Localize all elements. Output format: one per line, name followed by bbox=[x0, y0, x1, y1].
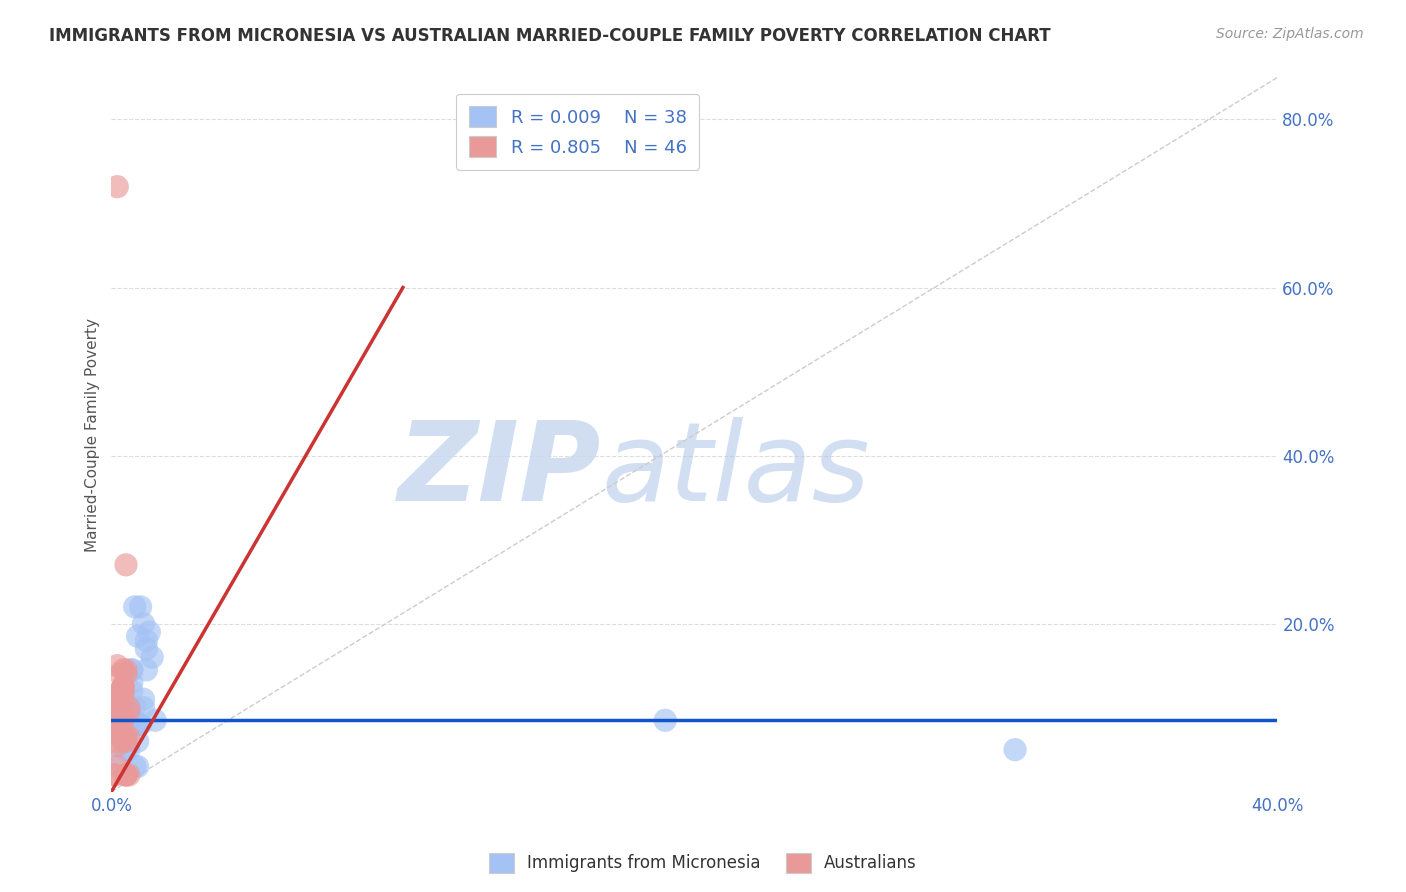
Legend: R = 0.009    N = 38, R = 0.805    N = 46: R = 0.009 N = 38, R = 0.805 N = 46 bbox=[457, 94, 699, 169]
Point bbox=[121, 663, 143, 677]
Point bbox=[115, 768, 138, 782]
Point bbox=[124, 759, 146, 773]
Point bbox=[115, 713, 138, 727]
Point bbox=[112, 680, 135, 694]
Point bbox=[108, 667, 131, 681]
Point bbox=[112, 684, 135, 698]
Point bbox=[105, 658, 128, 673]
Point bbox=[118, 742, 141, 756]
Point bbox=[115, 667, 138, 681]
Point bbox=[108, 751, 131, 765]
Point bbox=[115, 768, 138, 782]
Point bbox=[105, 688, 128, 702]
Point bbox=[118, 730, 141, 744]
Point bbox=[127, 717, 149, 731]
Point bbox=[132, 700, 155, 714]
Point bbox=[129, 599, 152, 614]
Y-axis label: Married-Couple Family Poverty: Married-Couple Family Poverty bbox=[86, 318, 100, 551]
Point bbox=[138, 625, 160, 640]
Point bbox=[105, 717, 128, 731]
Point bbox=[115, 700, 138, 714]
Point bbox=[112, 713, 135, 727]
Point bbox=[115, 713, 138, 727]
Text: atlas: atlas bbox=[602, 417, 870, 524]
Point bbox=[121, 663, 143, 677]
Point bbox=[105, 713, 128, 727]
Point bbox=[132, 692, 155, 706]
Point bbox=[108, 697, 131, 711]
Point bbox=[108, 713, 131, 727]
Text: IMMIGRANTS FROM MICRONESIA VS AUSTRALIAN MARRIED-COUPLE FAMILY POVERTY CORRELATI: IMMIGRANTS FROM MICRONESIA VS AUSTRALIAN… bbox=[49, 27, 1050, 45]
Point bbox=[127, 734, 149, 748]
Point bbox=[108, 726, 131, 740]
Point bbox=[132, 616, 155, 631]
Point bbox=[135, 663, 157, 677]
Point bbox=[108, 688, 131, 702]
Point bbox=[112, 734, 135, 748]
Point bbox=[112, 684, 135, 698]
Point bbox=[121, 684, 143, 698]
Point bbox=[124, 599, 146, 614]
Point bbox=[118, 705, 141, 719]
Point bbox=[112, 688, 135, 702]
Point bbox=[135, 641, 157, 656]
Point bbox=[127, 629, 149, 643]
Point bbox=[115, 730, 138, 744]
Point bbox=[108, 709, 131, 723]
Point bbox=[108, 713, 131, 727]
Point bbox=[105, 759, 128, 773]
Point bbox=[112, 713, 135, 727]
Point bbox=[115, 734, 138, 748]
Point bbox=[108, 705, 131, 719]
Point bbox=[118, 700, 141, 714]
Point bbox=[143, 713, 166, 727]
Point bbox=[108, 722, 131, 736]
Point bbox=[112, 709, 135, 723]
Point bbox=[118, 700, 141, 714]
Point bbox=[115, 742, 138, 756]
Point bbox=[124, 700, 146, 714]
Point bbox=[127, 717, 149, 731]
Point bbox=[112, 680, 135, 694]
Point bbox=[108, 726, 131, 740]
Point bbox=[118, 768, 141, 782]
Text: Source: ZipAtlas.com: Source: ZipAtlas.com bbox=[1216, 27, 1364, 41]
Point bbox=[115, 558, 138, 572]
Point bbox=[103, 726, 125, 740]
Point bbox=[654, 713, 676, 727]
Text: ZIP: ZIP bbox=[398, 417, 602, 524]
Point bbox=[103, 768, 125, 782]
Point bbox=[141, 650, 163, 665]
Point bbox=[118, 713, 141, 727]
Point bbox=[105, 739, 128, 753]
Point bbox=[105, 697, 128, 711]
Point bbox=[105, 700, 128, 714]
Legend: Immigrants from Micronesia, Australians: Immigrants from Micronesia, Australians bbox=[482, 847, 924, 880]
Point bbox=[103, 768, 125, 782]
Point bbox=[135, 633, 157, 648]
Point bbox=[108, 705, 131, 719]
Point bbox=[115, 768, 138, 782]
Point bbox=[108, 684, 131, 698]
Point bbox=[108, 692, 131, 706]
Point bbox=[112, 663, 135, 677]
Point bbox=[121, 675, 143, 690]
Point bbox=[1004, 742, 1026, 756]
Point bbox=[103, 734, 125, 748]
Point bbox=[129, 717, 152, 731]
Point bbox=[112, 709, 135, 723]
Point bbox=[127, 759, 149, 773]
Point bbox=[115, 663, 138, 677]
Point bbox=[112, 680, 135, 694]
Point bbox=[105, 179, 128, 194]
Point bbox=[112, 726, 135, 740]
